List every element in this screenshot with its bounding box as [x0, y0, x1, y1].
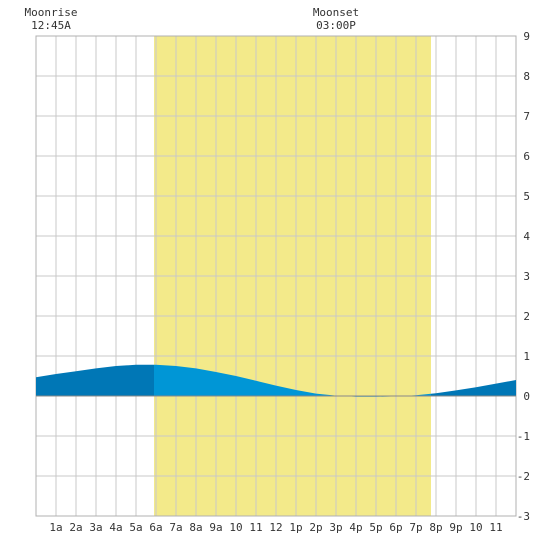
x-tick-label: 7a: [169, 521, 182, 534]
x-tick-label: 9p: [449, 521, 462, 534]
moonrise-label: Moonrise: [25, 6, 78, 19]
y-tick-label: 2: [523, 310, 530, 323]
y-tick-label: 9: [523, 30, 530, 43]
y-tick-label: 7: [523, 110, 530, 123]
x-tick-label: 11: [489, 521, 502, 534]
x-tick-label: 10: [229, 521, 242, 534]
x-tick-label: 12: [269, 521, 282, 534]
x-tick-label: 1a: [49, 521, 62, 534]
y-tick-label: 0: [523, 390, 530, 403]
y-tick-label: 4: [523, 230, 530, 243]
x-tick-label: 1p: [289, 521, 302, 534]
tide-area-group: [36, 364, 516, 397]
moonset-label: Moonset: [313, 6, 359, 19]
moonrise-time: 12:45A: [31, 19, 71, 32]
moon-events: Moonrise 12:45A Moonset 03:00P: [25, 6, 360, 32]
x-tick-label: 3a: [89, 521, 102, 534]
y-tick-label: -1: [517, 430, 530, 443]
y-tick-label: -3: [517, 510, 530, 523]
x-tick-label: 5p: [369, 521, 382, 534]
x-tick-label: 6a: [149, 521, 162, 534]
x-tick-label: 11: [249, 521, 262, 534]
x-tick-labels: 1a 2a 3a 4a 5a 6a 7a 8a 9a 10 11 12 1p 2p 3p 4p 5p 6p 7p 8p…: [49, 521, 502, 534]
x-tick-label: 2p: [309, 521, 322, 534]
x-tick-label: 5a: [129, 521, 142, 534]
x-tick-label: 10: [469, 521, 482, 534]
tide-area-day: [154, 364, 431, 397]
x-tick-label: 4p: [349, 521, 362, 534]
y-tick-label: 8: [523, 70, 530, 83]
plot-frame: [35, 35, 517, 517]
grid-group: [35, 35, 517, 517]
x-tick-label: 9a: [209, 521, 222, 534]
tide-area-night-early: [36, 364, 154, 396]
x-tick-label: 2a: [69, 521, 82, 534]
y-tick-label: 6: [523, 150, 530, 163]
x-tick-label: 4a: [109, 521, 122, 534]
y-tick-labels: 9 8 7 6 5 4 3 2 1 0 -1 -2 -3: [517, 30, 531, 523]
x-tick-label: 7p: [409, 521, 422, 534]
y-tick-label: 5: [523, 190, 530, 203]
moonset-time: 03:00P: [316, 19, 356, 32]
x-tick-label: 8a: [189, 521, 202, 534]
x-tick-label: 6p: [389, 521, 402, 534]
x-tick-label: 3p: [329, 521, 342, 534]
y-tick-label: -2: [517, 470, 530, 483]
x-tick-label: 8p: [429, 521, 442, 534]
y-tick-label: 3: [523, 270, 530, 283]
tide-area-night-late: [431, 380, 516, 396]
y-tick-label: 1: [523, 350, 530, 363]
